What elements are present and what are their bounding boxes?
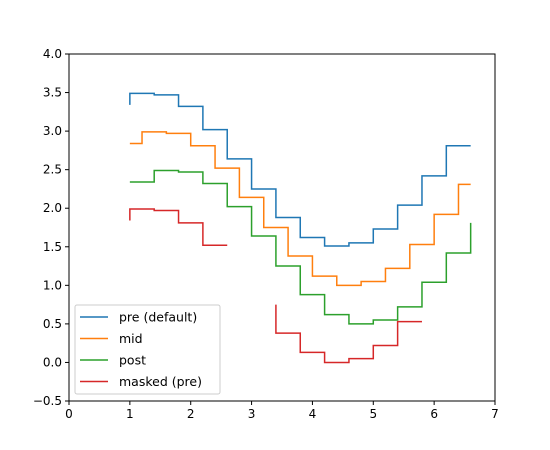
y-tick-label: 1.0 [43, 278, 62, 292]
x-tick-label: 2 [187, 407, 195, 421]
x-axis-ticks: 0 1 2 3 4 5 6 7 [65, 401, 499, 421]
legend-box [74, 304, 221, 395]
x-tick-label: 3 [248, 407, 256, 421]
series-line-pre-3 [275, 304, 422, 364]
series-line-pre-3 [129, 208, 228, 246]
x-tick-label: 6 [430, 407, 438, 421]
legend-label: pre (default) [119, 310, 197, 325]
legend-label: masked (pre) [119, 374, 202, 389]
legend-label: mid [119, 331, 143, 346]
y-tick-label: 0.5 [43, 317, 62, 331]
y-tick-label: 0.0 [43, 355, 62, 369]
legend: pre (default) mid post masked (pre) [74, 304, 221, 395]
y-tick-label: 3.5 [43, 86, 62, 100]
series-layer [129, 92, 472, 364]
y-tick-label: 3.0 [43, 124, 62, 138]
y-tick-label: 4.0 [43, 47, 62, 61]
y-tick-label: 2.0 [43, 201, 62, 215]
legend-label: post [119, 353, 146, 368]
x-tick-label: 0 [65, 407, 73, 421]
y-tick-label: −0.5 [33, 394, 62, 408]
y-tick-label: 2.5 [43, 163, 62, 177]
series-line-post-2 [129, 169, 472, 325]
plot-area-frame [68, 53, 496, 402]
x-tick-label: 4 [309, 407, 317, 421]
y-axis-ticks: −0.5 0.0 0.5 1.0 1.5 2.0 2.5 3.0 3.5 4.0 [33, 47, 69, 408]
x-tick-label: 5 [369, 407, 377, 421]
series-line-mid-1 [129, 131, 471, 287]
series-line-pre-0 [129, 92, 471, 247]
y-tick-label: 1.5 [43, 240, 62, 254]
x-tick-label: 1 [126, 407, 134, 421]
x-tick-label: 7 [491, 407, 499, 421]
